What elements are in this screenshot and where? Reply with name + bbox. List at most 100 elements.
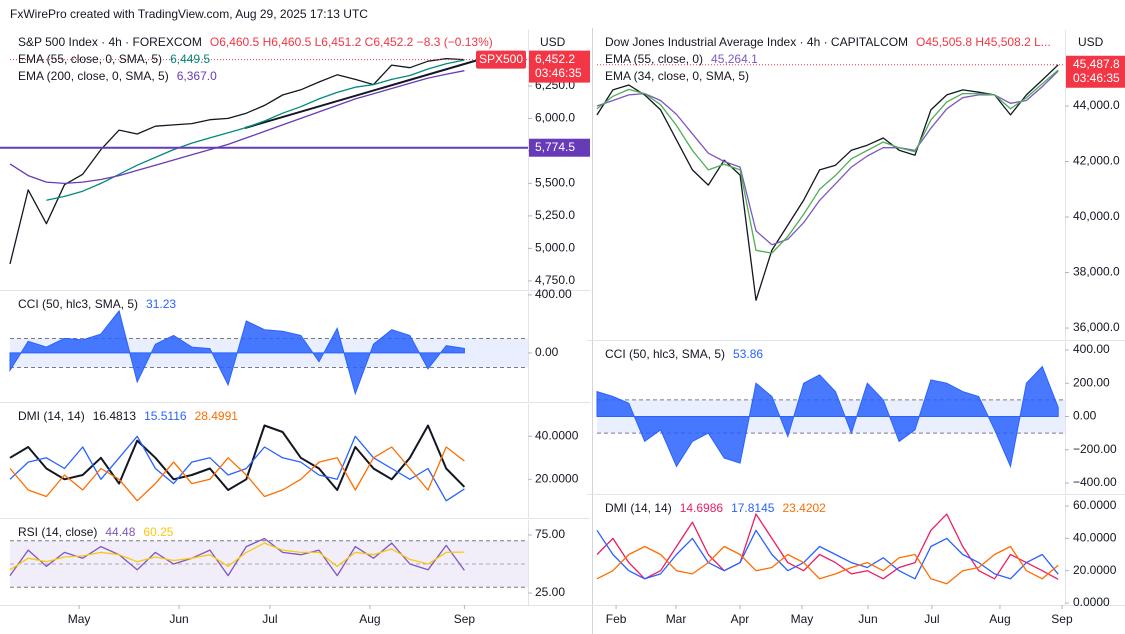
y-tick-label: 40.0000 [1073, 531, 1117, 545]
y-tick-label: 40.0000 [535, 428, 579, 442]
price-tag-label: 45,487.8 [1073, 57, 1120, 71]
series-line [9, 435, 465, 502]
symbol-tag [476, 50, 526, 69]
x-tick-label: Sep [454, 612, 476, 626]
legend-value: 28.4991 [195, 409, 239, 423]
legend-name: EMA (200, close, 0, SMA, 5) [18, 69, 169, 83]
pane [596, 365, 1065, 469]
x-tick-label: Jul [924, 612, 939, 626]
y-tick-label: 400.00 [535, 287, 572, 301]
y-tick-label: 200.00 [1073, 375, 1110, 389]
currency: USD [1078, 35, 1104, 49]
legend-value: 15.5116 [144, 409, 187, 423]
x-tick-label: May [791, 612, 814, 626]
y-tick-label: 60.0000 [1073, 498, 1117, 512]
y-tick-label: −200.00 [1073, 442, 1117, 456]
pane [9, 537, 528, 588]
y-tick-label: 44,000.0 [1073, 98, 1120, 112]
pane-title: DMI (14, 14) [18, 409, 85, 423]
series-line [596, 545, 1059, 585]
hline-tag [529, 138, 590, 157]
pane-title: DMI (14, 14) [605, 501, 672, 515]
legend-value: 44.48 [105, 525, 135, 539]
y-tick-label: 6,000.0 [535, 111, 575, 125]
legend-value: 45,264.1 [711, 52, 758, 66]
pane-title: CCI (50, hlc3, SMA, 5) [18, 297, 138, 311]
series-line [596, 529, 1059, 580]
countdown: 03:46:35 [1073, 71, 1120, 85]
x-tick-label: Feb [606, 612, 627, 626]
pane [596, 513, 1059, 585]
y-tick-label: 5,500.0 [535, 176, 575, 190]
y-tick-label: 400.00 [1073, 342, 1110, 356]
series-line [9, 70, 465, 185]
x-tick-label: Sep [1051, 612, 1073, 626]
pane-title: RSI (14, close) [18, 525, 97, 539]
countdown: 03:46:35 [535, 66, 582, 80]
x-tick-label: Apr [731, 612, 750, 626]
y-tick-label: 40,000.0 [1073, 209, 1120, 223]
hline-tag-label: 5,774.5 [535, 140, 575, 154]
series-line [9, 57, 465, 265]
legend-value: 6,367.0 [177, 69, 217, 83]
y-tick-label: 42,000.0 [1073, 154, 1120, 168]
y-tick-label: 0.0000 [1073, 595, 1110, 609]
legend-value: 16.4813 [93, 409, 137, 423]
pane [9, 57, 465, 265]
y-tick-label: 75.00 [535, 527, 565, 541]
x-tick-label: Aug [989, 612, 1010, 626]
series-line [596, 70, 1059, 246]
y-tick-label: 5,000.0 [535, 241, 575, 255]
y-tick-label: 20.0000 [1073, 563, 1117, 577]
price-tag [529, 50, 590, 83]
legend-value: 60.25 [143, 525, 173, 539]
pane [9, 309, 528, 396]
legend-value: 53.86 [733, 347, 763, 361]
price-tag-label: 6,452.2 [535, 52, 575, 66]
y-tick-label: 5,250.0 [535, 208, 575, 222]
y-tick-label: −400.00 [1073, 475, 1117, 489]
header: FxWirePro created with TradingView.com, … [10, 7, 368, 21]
x-tick-label: Jun [169, 612, 188, 626]
pane-title: Dow Jones Industrial Average Index · 4h … [605, 35, 908, 49]
x-tick-label: Jun [858, 612, 877, 626]
series-line [9, 537, 465, 577]
pane [9, 424, 466, 502]
symbol-tag-label: SPX500 [479, 52, 523, 66]
series-line [596, 513, 1059, 580]
legend-value: 6,449.5 [170, 52, 210, 66]
y-tick-label: 0.00 [535, 345, 559, 359]
y-tick-label: 25.00 [535, 585, 565, 599]
series-area [596, 365, 1059, 469]
y-tick-label: 36,000.0 [1073, 320, 1120, 334]
legend-value: 14.6986 [680, 501, 724, 515]
currency: USD [540, 35, 566, 49]
ohlc: O45,505.8 H45,508.2 L... [916, 35, 1051, 49]
x-tick-label: May [68, 612, 91, 626]
x-tick-label: Aug [359, 612, 380, 626]
series-line [596, 69, 1059, 254]
series-line [596, 64, 1059, 301]
pane-title: S&P 500 Index · 4h · FOREXCOM [18, 35, 202, 49]
x-tick-label: Jul [262, 612, 277, 626]
legend-name: EMA (55, close, 0, SMA, 5) [18, 52, 162, 66]
legend-name: EMA (34, close, 0, SMA, 5) [605, 69, 749, 83]
y-tick-label: 38,000.0 [1073, 265, 1120, 279]
pane-title: CCI (50, hlc3, SMA, 5) [605, 347, 725, 361]
series-line [9, 446, 465, 502]
y-tick-label: 0.00 [1073, 409, 1097, 423]
pane [596, 64, 1059, 301]
series-line [9, 424, 466, 491]
legend-name: EMA (55, close, 0) [605, 52, 703, 66]
series-line [9, 542, 465, 571]
series-area [9, 309, 465, 396]
x-tick-label: Mar [666, 612, 687, 626]
legend-value: 17.8145 [731, 501, 775, 515]
legend-value: 23.4202 [782, 501, 826, 515]
legend-value: 31.23 [146, 297, 176, 311]
y-tick-label: 20.0000 [535, 471, 579, 485]
price-tag [1066, 55, 1125, 88]
ohlc: O6,460.5 H6,460.5 L6,451.2 C6,452.2 −8.3… [210, 35, 493, 49]
